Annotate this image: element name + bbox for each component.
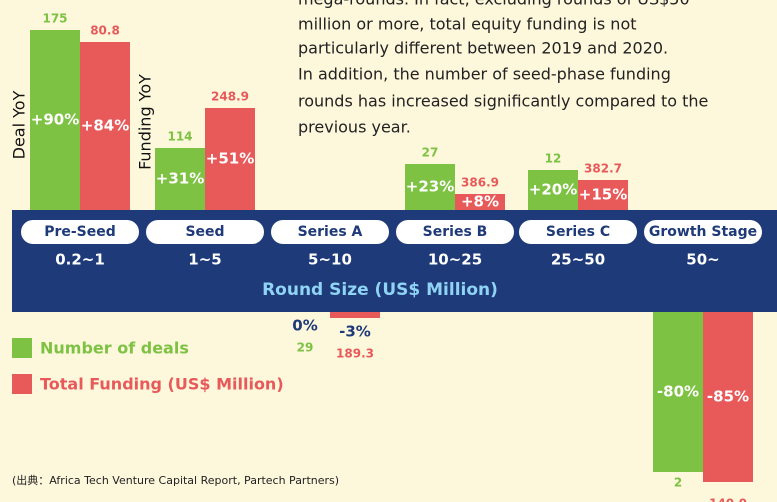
funding-bar (80, 42, 130, 210)
total-label: 386.9 (461, 176, 499, 190)
category-pill (146, 220, 264, 244)
legend-swatch (12, 338, 32, 358)
category-pill (21, 220, 139, 244)
deal-bar (30, 30, 80, 210)
source: (出典：Africa Tech Venture Capital Report, … (12, 473, 339, 487)
range-label: 5~10 (308, 251, 352, 269)
yoy-label: -80% (657, 383, 699, 401)
total-label: 248.9 (211, 90, 249, 104)
range-label: 25~50 (551, 251, 605, 269)
category-label: Series B (423, 224, 488, 240)
body-text: particularly different between 2019 and … (298, 39, 668, 58)
x-axis-label: Round Size (US$ Million) (262, 280, 498, 300)
funding-bar (330, 312, 380, 318)
range-label: 1~5 (188, 251, 221, 269)
category-label: Growth Stage (649, 224, 757, 240)
deal-bar (528, 170, 578, 210)
category-pill (271, 220, 389, 244)
category-label: Series A (298, 224, 363, 240)
body-text: previous year. (298, 118, 411, 137)
legend-label: Total Funding (US$ Million) (40, 375, 284, 394)
category-pill (644, 220, 762, 244)
funding-bar (455, 194, 505, 210)
category-label: Pre-Seed (44, 224, 116, 240)
range-label: 10~25 (428, 251, 482, 269)
category-pill (396, 220, 514, 244)
yoy-label: +90% (31, 111, 79, 129)
range-label: 0.2~1 (55, 251, 105, 269)
total-label: 12 (545, 152, 562, 166)
yoy-label: -85% (707, 388, 749, 406)
total-label: 29 (297, 341, 314, 355)
total-label: 175 (42, 12, 67, 26)
total-label: 140.0 (709, 497, 747, 502)
deal-bar (405, 164, 455, 210)
yoy-label: +8% (461, 193, 499, 211)
category-label: Seed (185, 224, 224, 240)
total-label: 382.7 (584, 162, 622, 176)
body-text: mega-rounds. In fact, excluding rounds o… (298, 0, 690, 9)
range-label: 50~ (686, 251, 719, 269)
yoy-label: +84% (81, 117, 129, 135)
total-label: 80.8 (90, 24, 120, 38)
yoy-label: -3% (339, 323, 371, 341)
total-label: 189.3 (336, 347, 374, 361)
yoy-label: +51% (206, 150, 254, 168)
y2-axis-label: Funding YoY (136, 74, 155, 170)
body-text: rounds has increased significantly compa… (298, 92, 708, 111)
legend-label: Number of deals (40, 339, 189, 358)
deal-bar (653, 312, 703, 472)
funding-bar (205, 108, 255, 210)
legend-swatch (12, 374, 32, 394)
deal-bar (155, 148, 205, 210)
total-label: 114 (167, 130, 192, 144)
category-pill (519, 220, 637, 244)
category-label: Series C (546, 224, 610, 240)
y-axis-label: Deal YoY (10, 90, 29, 159)
yoy-label: +15% (579, 186, 627, 204)
funding-bar (578, 180, 628, 210)
yoy-label: +20% (529, 181, 577, 199)
yoy-label: +31% (156, 170, 204, 188)
yoy-label: 0% (292, 317, 317, 335)
total-label: 2 (674, 476, 682, 490)
yoy-label: +23% (406, 178, 454, 196)
funding-bar (703, 312, 753, 482)
body-text: million or more, total equity funding is… (298, 15, 637, 34)
body-text: In addition, the number of seed-phase fu… (298, 65, 671, 84)
total-label: 27 (422, 146, 439, 160)
